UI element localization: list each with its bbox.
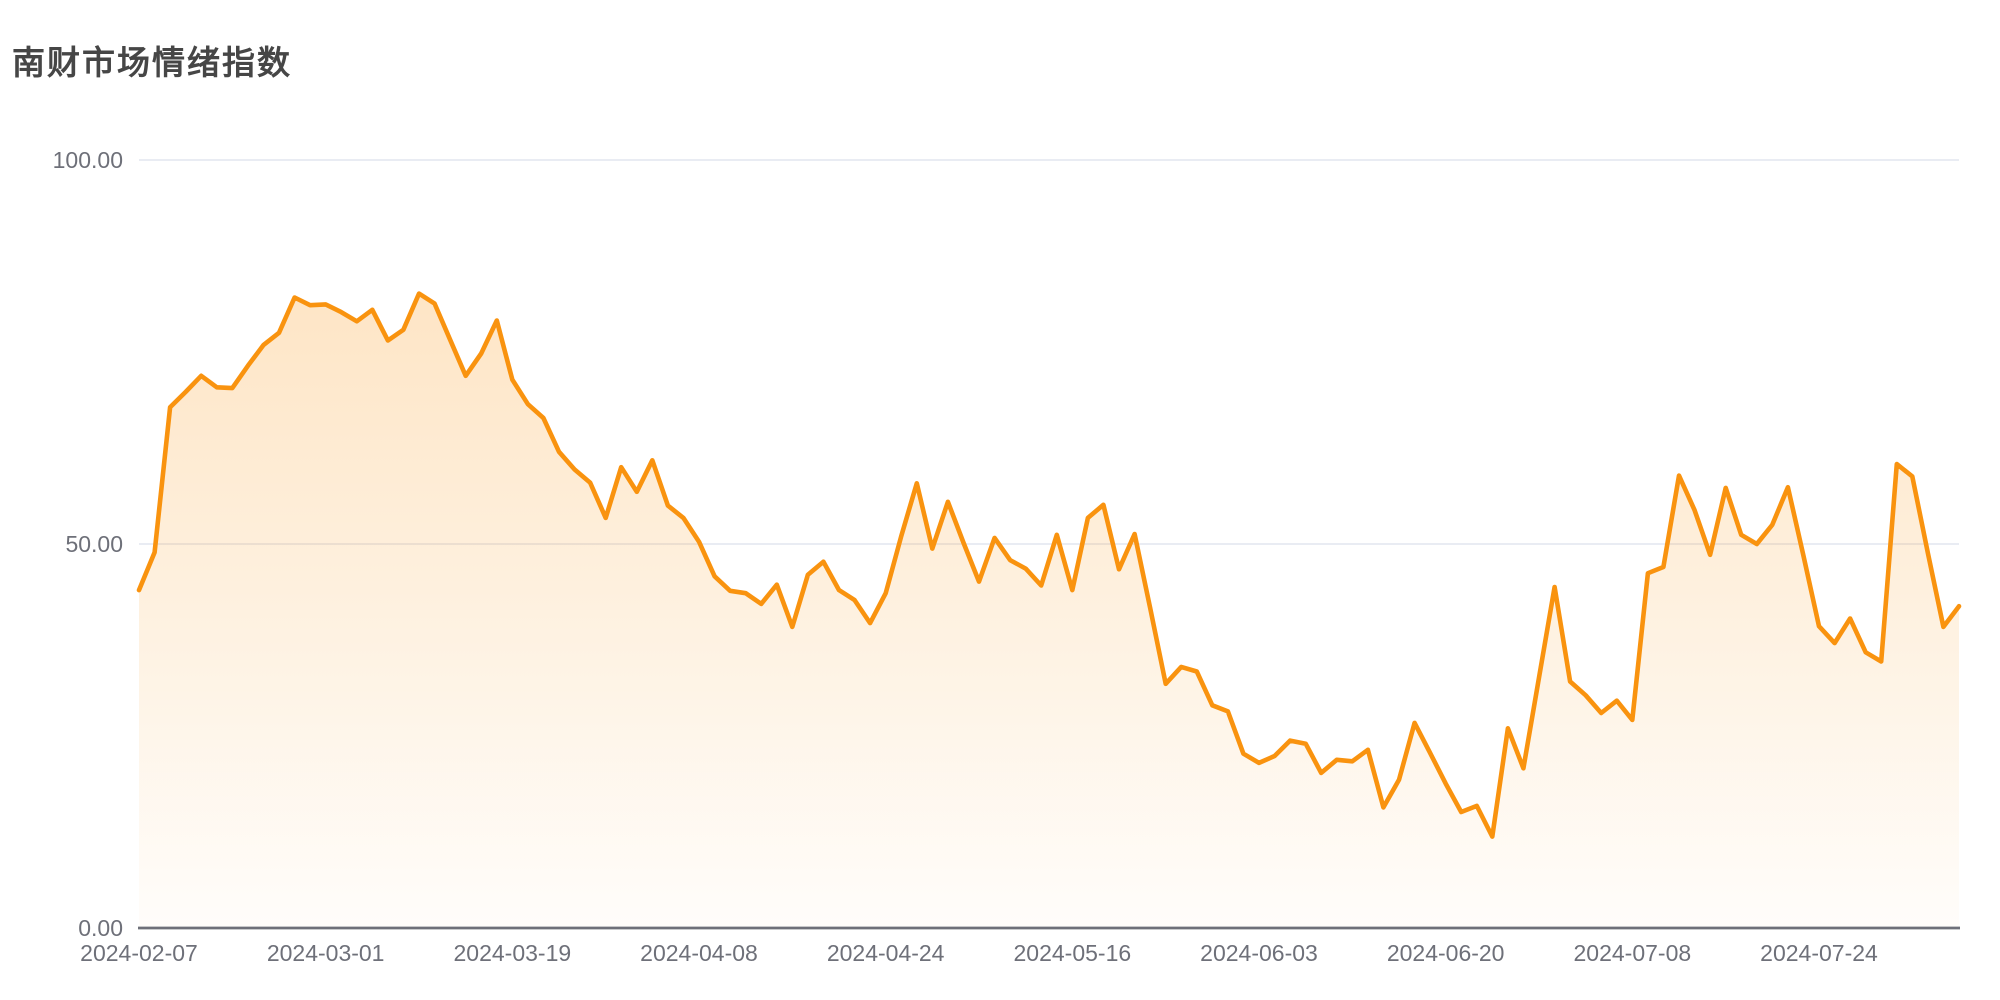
x-axis-label: 2024-07-24 [1760,940,1878,966]
chart-title: 南财市场情绪指数 [12,44,292,81]
y-axis-label: 50.00 [65,531,123,557]
x-axis-label: 2024-02-07 [80,940,198,966]
y-axis-label: 0.00 [78,915,123,941]
x-axis-label: 2024-03-19 [454,940,572,966]
x-axis-label: 2024-06-03 [1200,940,1318,966]
x-axis-label: 2024-03-01 [267,940,385,966]
x-axis-label: 2024-04-24 [827,940,945,966]
y-axis-label: 100.00 [53,147,123,173]
x-axis-label: 2024-04-08 [640,940,758,966]
x-axis-label: 2024-07-08 [1574,940,1692,966]
x-axis-label: 2024-05-16 [1014,940,1132,966]
area-fill [139,293,1959,929]
x-axis-label: 2024-06-20 [1387,940,1505,966]
sentiment-line [136,291,1962,839]
